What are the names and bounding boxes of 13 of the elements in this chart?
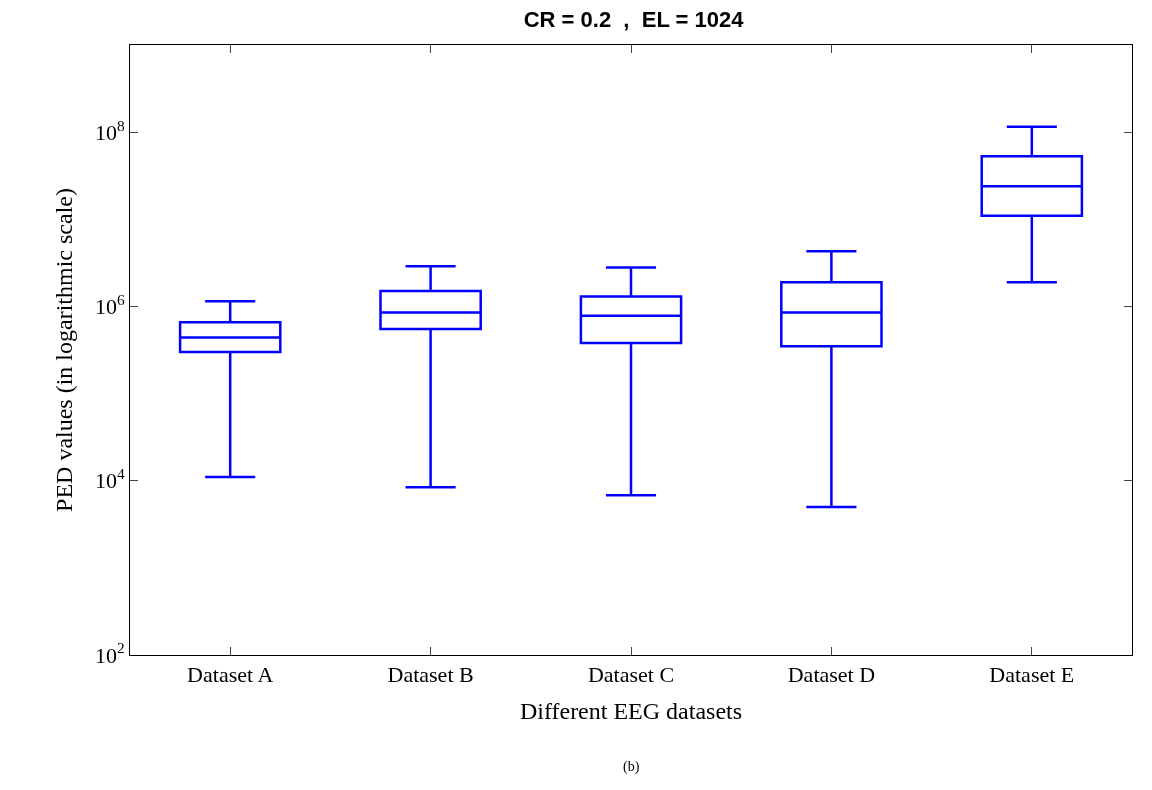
text: (b)	[623, 759, 640, 775]
x-tick-label: Dataset D	[787, 662, 876, 688]
x-tick-label: Dataset A	[187, 662, 274, 688]
y-axis-title: PED values (in logarithmic scale)	[51, 188, 77, 512]
y-tick-label: 10$^{4}$	[94, 465, 125, 494]
y-tick-label: 10$^{2}$	[94, 639, 125, 668]
y-tick-label: 10$^{6}$	[94, 290, 125, 320]
chart-title: CR = 0.2 , EL = 1024	[523, 7, 745, 33]
x-axis-title: Different EEG datasets	[519, 697, 743, 724]
x-tick-label: Dataset E	[989, 662, 1075, 688]
x-tick-label: Dataset B	[387, 662, 474, 688]
x-tick-label: Dataset C	[587, 662, 675, 688]
y-tick-label: 10$^{8}$	[94, 116, 125, 145]
